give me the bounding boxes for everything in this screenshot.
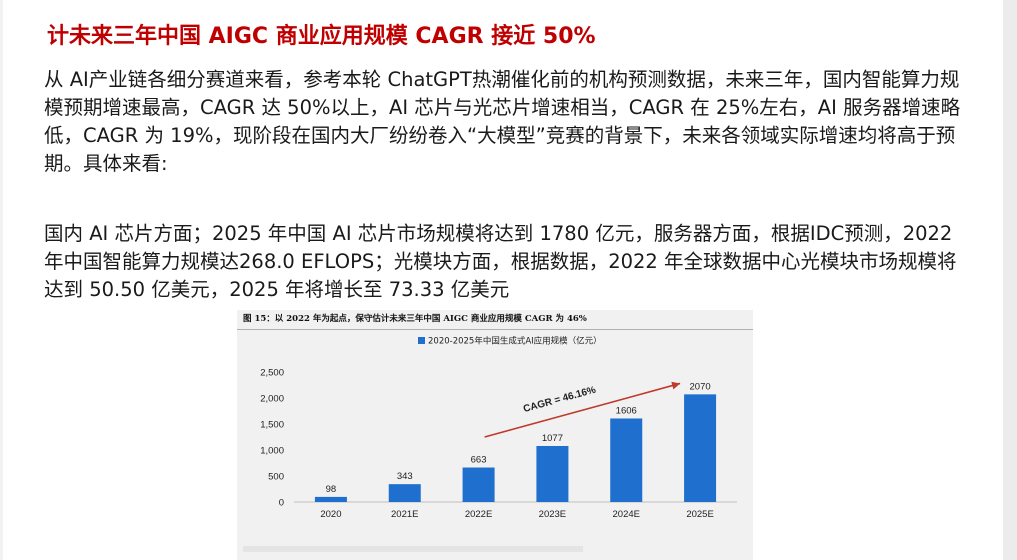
y-tick-label: 2,000 — [260, 394, 284, 405]
x-tick-label-2025E: 2025E — [686, 509, 713, 520]
cagr-arrow-line — [484, 382, 681, 438]
figure-caption-rule — [237, 329, 753, 330]
y-tick-label: 1,500 — [260, 420, 284, 431]
cagr-arrow-head — [671, 381, 681, 390]
bar-2021E — [388, 484, 421, 502]
x-tick-label-2023E: 2023E — [539, 509, 566, 520]
cagr-annotation: CAGR = 46.16% — [522, 385, 597, 415]
paragraph-details: 国内 AI 芯片方面；2025 年中国 AI 芯片市场规模将达到 1780 亿元… — [44, 222, 957, 301]
bar-2025E — [684, 394, 717, 502]
x-tick-label-2020: 2020 — [320, 509, 341, 520]
y-tick-label: 0 — [279, 498, 284, 509]
slide-title: 计未来三年中国 AIGC 商业应用规模 CAGR 接近 50% — [47, 24, 596, 49]
bar-2020 — [314, 496, 347, 502]
paragraph-overview: 从 AI产业链各细分赛道来看，参考本轮 ChatGPT热潮催化前的机构预测数据，… — [44, 68, 961, 175]
bar-chart: 0 500 1,000 1,500 2,000 2,500 98 2020 343 2021E 66… — [260, 336, 737, 520]
data-label-2022E: 663 — [471, 455, 487, 466]
right-edge-strip — [1003, 0, 1017, 560]
data-label-2023E: 1077 — [542, 433, 563, 444]
y-tick-label: 2,500 — [260, 368, 284, 379]
left-edge-strip — [0, 0, 3, 560]
data-label-2020: 98 — [326, 484, 337, 495]
legend-label: 2020-2025年中国生成式AI应用规模（亿元） — [428, 336, 602, 347]
data-label-2024E: 1606 — [616, 405, 637, 416]
y-tick-label: 1,000 — [260, 446, 284, 457]
data-label-2025E: 2070 — [690, 381, 711, 392]
x-tick-label-2021E: 2021E — [391, 509, 418, 520]
figure-source-line — [243, 546, 583, 552]
legend-swatch — [418, 337, 425, 344]
x-tick-label-2024E: 2024E — [613, 509, 640, 520]
figure-caption: 图 15：以 2022 年为起点，保守估计未来三年中国 AIGC 商业应用规模 … — [243, 314, 587, 324]
data-label-2021E: 343 — [397, 471, 413, 482]
y-tick-label: 500 — [268, 472, 284, 483]
bar-2022E — [462, 467, 495, 502]
bar-2023E — [536, 445, 569, 502]
x-tick-label-2022E: 2022E — [465, 509, 492, 520]
figure-panel: 图 15：以 2022 年为起点，保守估计未来三年中国 AIGC 商业应用规模 … — [237, 310, 753, 560]
bar-2024E — [610, 418, 643, 502]
